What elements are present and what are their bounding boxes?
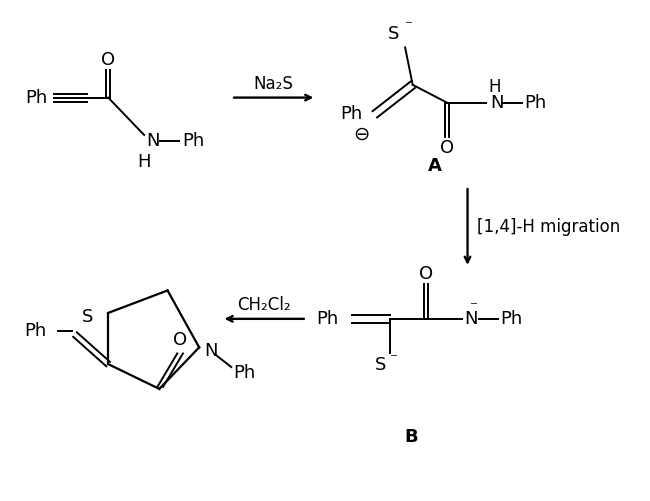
Text: B: B [404, 428, 417, 446]
Text: ⊖: ⊖ [354, 124, 370, 143]
Text: S: S [388, 25, 400, 43]
Text: O: O [173, 331, 187, 349]
Text: N: N [146, 132, 159, 150]
Text: Ph: Ph [182, 132, 204, 150]
Text: CH₂Cl₂: CH₂Cl₂ [237, 296, 291, 314]
Text: N: N [204, 342, 217, 360]
Text: Ph: Ph [317, 310, 339, 328]
Text: ⁻: ⁻ [405, 19, 413, 33]
Text: S: S [375, 356, 386, 374]
Text: N: N [465, 310, 478, 328]
Text: N: N [490, 94, 504, 112]
Text: O: O [439, 139, 454, 157]
Text: O: O [101, 51, 115, 69]
Text: ⁻: ⁻ [390, 351, 398, 366]
Text: Ph: Ph [25, 322, 47, 340]
Text: Ph: Ph [525, 94, 547, 112]
Text: ⁻: ⁻ [470, 300, 478, 315]
Text: Ph: Ph [25, 89, 47, 107]
Text: [1,4]-H migration: [1,4]-H migration [477, 218, 620, 236]
Text: H: H [489, 78, 501, 96]
Text: Ph: Ph [340, 105, 362, 123]
Text: O: O [419, 265, 433, 283]
Text: Ph: Ph [233, 364, 255, 382]
Text: Na₂S: Na₂S [254, 75, 294, 93]
Text: A: A [428, 157, 441, 175]
Text: Ph: Ph [500, 310, 523, 328]
Text: H: H [137, 153, 151, 171]
Text: S: S [82, 308, 93, 326]
